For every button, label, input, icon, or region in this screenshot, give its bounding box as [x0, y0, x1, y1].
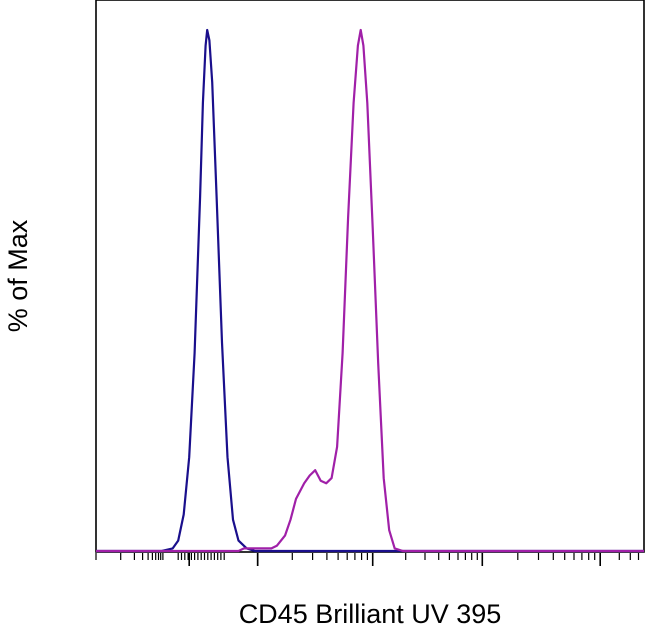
series-line-2 [96, 28, 644, 553]
plot-frame [95, 0, 645, 553]
series-line-1 [96, 28, 644, 553]
y-axis-label: % of Max [3, 219, 33, 332]
x-axis-label: CD45 Brilliant UV 395 [239, 599, 502, 629]
series-group [96, 28, 644, 553]
x-axis-ticks [95, 553, 640, 566]
